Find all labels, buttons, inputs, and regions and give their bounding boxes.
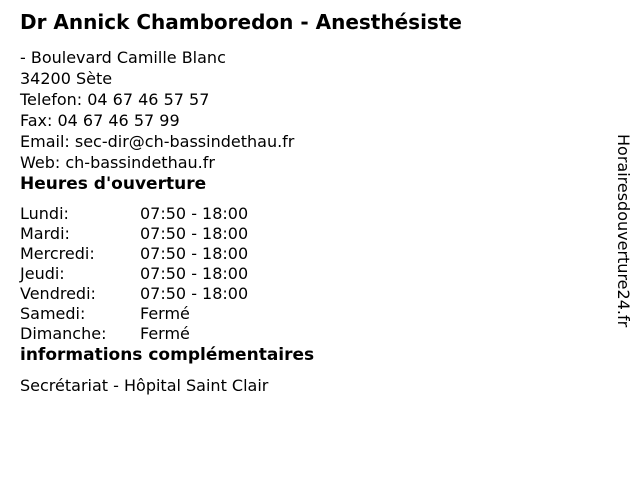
day-label: Jeudi: bbox=[20, 264, 65, 283]
hours-value: 07:50 - 18:00 bbox=[140, 264, 249, 283]
address-city-line: 34200 Sète bbox=[20, 69, 113, 88]
email-line: Email: sec-dir@ch-bassindethau.fr bbox=[20, 132, 295, 151]
hours-value: 07:50 - 18:00 bbox=[140, 244, 249, 263]
day-label: Dimanche: bbox=[20, 324, 107, 343]
opening-hours-row-tuesday: Mardi: 07:50 - 18:00 bbox=[20, 224, 600, 244]
phone-line: Telefon: 04 67 46 57 57 bbox=[20, 90, 210, 109]
opening-hours-row-sunday: Dimanche: Fermé bbox=[20, 324, 600, 344]
opening-hours-heading: Heures d'ouverture bbox=[20, 174, 207, 194]
fax-line: Fax: 04 67 46 57 99 bbox=[20, 111, 180, 130]
day-label: Lundi: bbox=[20, 204, 69, 223]
additional-info-heading: informations complémentaires bbox=[20, 345, 315, 365]
day-label: Samedi: bbox=[20, 304, 86, 323]
opening-hours-row-saturday: Samedi: Fermé bbox=[20, 304, 600, 324]
hours-value: 07:50 - 18:00 bbox=[140, 204, 249, 223]
opening-hours-row-friday: Vendredi: 07:50 - 18:00 bbox=[20, 284, 600, 304]
opening-hours-table: Lundi: 07:50 - 18:00 Mardi: 07:50 - 18:0… bbox=[20, 204, 600, 344]
hours-value: 07:50 - 18:00 bbox=[140, 224, 249, 243]
additional-info-text: Secrétariat - Hôpital Saint Clair bbox=[20, 376, 269, 395]
hours-value: 07:50 - 18:00 bbox=[140, 284, 249, 303]
opening-hours-row-wednesday: Mercredi: 07:50 - 18:00 bbox=[20, 244, 600, 264]
address-street-line: - Boulevard Camille Blanc bbox=[20, 48, 226, 67]
listing-content: Dr Annick Chamboredon - Anesthésiste - B… bbox=[20, 10, 600, 395]
opening-hours-row-monday: Lundi: 07:50 - 18:00 bbox=[20, 204, 600, 224]
contact-block: - Boulevard Camille Blanc 34200 Sète Tel… bbox=[20, 47, 600, 173]
hours-value: Fermé bbox=[140, 304, 190, 323]
site-watermark: Horairesdouverture24.fr bbox=[614, 134, 633, 328]
day-label: Mercredi: bbox=[20, 244, 95, 263]
page-title: Dr Annick Chamboredon - Anesthésiste bbox=[20, 10, 462, 34]
website-line: Web: ch-bassindethau.fr bbox=[20, 153, 215, 172]
day-label: Mardi: bbox=[20, 224, 70, 243]
hours-value: Fermé bbox=[140, 324, 190, 343]
day-label: Vendredi: bbox=[20, 284, 96, 303]
opening-hours-row-thursday: Jeudi: 07:50 - 18:00 bbox=[20, 264, 600, 284]
